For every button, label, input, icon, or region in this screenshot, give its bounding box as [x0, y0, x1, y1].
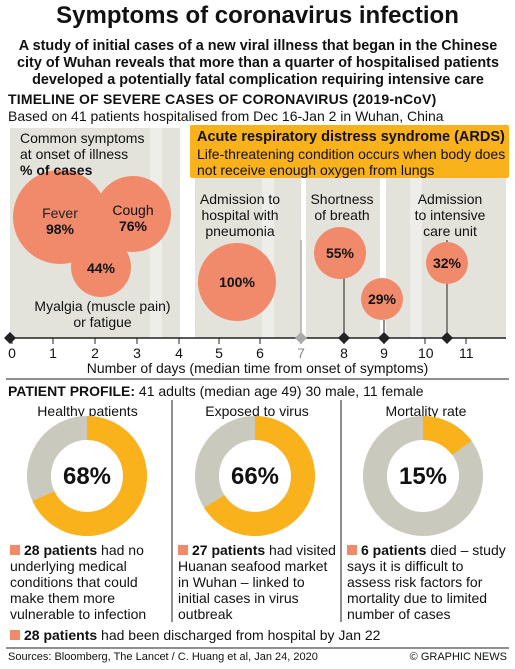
x-tick-label: 11: [459, 345, 474, 361]
icu-bubble: [426, 242, 468, 284]
timeline-subtitle: Based on 41 patients hospitalised from D…: [8, 108, 444, 124]
x-tick-label: 1: [49, 345, 57, 361]
marker-day-0: [4, 332, 16, 344]
myalgia-bubble: [71, 237, 131, 297]
x-tick-label: 2: [91, 345, 99, 361]
myalgia-label-1: Myalgia (muscle pain): [34, 298, 171, 314]
note-exposed: 27 patients had visited Huanan seafood m…: [178, 542, 338, 622]
fever-label: Fever: [42, 205, 78, 221]
profile-title-bold: PATIENT PROFILE:: [8, 383, 136, 399]
note-text: had no underlying medical conditions tha…: [10, 542, 147, 622]
bullet-square: [347, 545, 357, 555]
admission-bubble: [198, 243, 276, 321]
donut-hole: [52, 441, 122, 511]
band-stripe: [410, 128, 422, 338]
donut-value-mortality: 15%: [398, 463, 448, 490]
note-text: had visited Huanan seafood market in Wuh…: [178, 542, 336, 622]
admission-label-3: pneumonia: [205, 223, 275, 239]
note-healthy: 28 patients had no underlying medical co…: [10, 542, 170, 622]
discharged-bold: 28 patients: [24, 627, 98, 643]
fever-value: 98%: [45, 221, 75, 237]
donut-value-healthy: 68%: [62, 463, 112, 490]
note-bold: 28 patients: [24, 542, 98, 558]
discharged-text: had been discharged from hospital by Jan…: [97, 627, 381, 643]
card-title-mortality: Mortality rate: [385, 403, 467, 419]
profile-title: PATIENT PROFILE: 41 adults (median age 4…: [8, 383, 424, 399]
admission-label-2: hospital with: [201, 207, 279, 223]
note-bold: 6 patients: [361, 542, 427, 558]
marker-day-7: [295, 332, 307, 344]
breath-value: 55%: [325, 245, 355, 261]
x-tick-label: 5: [215, 345, 223, 361]
note-text: died – study says it is difficult to ass…: [347, 542, 506, 622]
ards-value: 29%: [367, 291, 397, 307]
icu-label-3: care unit: [423, 223, 477, 239]
admission-value: 100%: [219, 274, 255, 290]
common-label-2: at onset of illness: [20, 146, 129, 162]
ards-bubble: [361, 278, 403, 320]
discharged-note: 28 patients had been discharged from hos…: [10, 627, 510, 643]
breath-bubble: [314, 227, 366, 279]
x-tick-label: 6: [256, 345, 264, 361]
credit: © GRAPHIC NEWS: [409, 651, 507, 663]
card-title-exposed: Exposed to virus: [205, 403, 309, 419]
breath-label-1: Shortness: [310, 191, 374, 207]
donut-healthy: [27, 416, 147, 536]
profile-title-rest: 41 adults (median age 49) 30 male, 11 fe…: [135, 383, 424, 399]
myalgia-label-2: or fatigue: [73, 314, 132, 330]
x-tick-label: 8: [340, 345, 348, 361]
x-tick-label: 4: [175, 345, 183, 361]
bullet-square: [10, 630, 20, 640]
donut-value-exposed: 66%: [230, 463, 280, 490]
bullet-square: [178, 545, 188, 555]
x-tick-label: 7: [297, 345, 305, 361]
myalgia-value: 44%: [86, 260, 116, 276]
timeline-title: TIMELINE OF SEVERE CASES OF CORONAVIRUS …: [8, 91, 437, 107]
common-label-3: % of cases: [20, 162, 93, 178]
breath-label-2: of breath: [314, 207, 370, 223]
x-axis-title: Number of days (median time from onset o…: [86, 360, 429, 376]
page-subtitle: A study of initial cases of a new viral …: [17, 38, 499, 88]
marker-day-10: [441, 332, 453, 344]
donut-hole: [388, 441, 458, 511]
bullet-square: [10, 545, 20, 555]
admission-label-1: Admission to: [199, 191, 281, 207]
x-tick-label: 9: [380, 345, 388, 361]
icu-label-1: Admission: [417, 191, 483, 207]
ards-box: [190, 125, 509, 178]
page-title: Symptoms of coronavirus infection: [56, 2, 459, 29]
note-mortality: 6 patients died – study says it is diffi…: [347, 542, 509, 622]
donut-slice: [195, 416, 315, 536]
note-bold: 27 patients: [192, 542, 266, 558]
cough-label: Cough: [112, 202, 154, 218]
cough-bubble: [95, 176, 171, 252]
fever-bubble: [13, 170, 107, 264]
sources: Sources: Bloomberg, The Lancet / C. Huan…: [8, 651, 318, 663]
x-tick-label: 10: [418, 345, 434, 361]
x-tick-label: 3: [133, 345, 141, 361]
donut-hole: [220, 441, 290, 511]
icu-label-2: to intensive: [414, 207, 486, 223]
cough-value: 76%: [118, 218, 148, 234]
x-tick-label: 0: [8, 345, 16, 361]
marker-day-9: [378, 332, 390, 344]
marker-day-8: [338, 332, 350, 344]
common-label-1: Common symptoms: [20, 130, 145, 146]
donut-exposed: [195, 416, 315, 536]
donut-slice: [363, 416, 483, 536]
ards-box-text: Life-threatening condition occurs when b…: [197, 146, 506, 178]
ards-box-title: Acute respiratory distress syndrome (ARD…: [197, 129, 505, 145]
card-title-healthy: Healthy patients: [37, 403, 138, 419]
donut-mortality: [363, 416, 483, 536]
icu-value: 32%: [432, 255, 462, 271]
donut-slice: [27, 416, 147, 536]
